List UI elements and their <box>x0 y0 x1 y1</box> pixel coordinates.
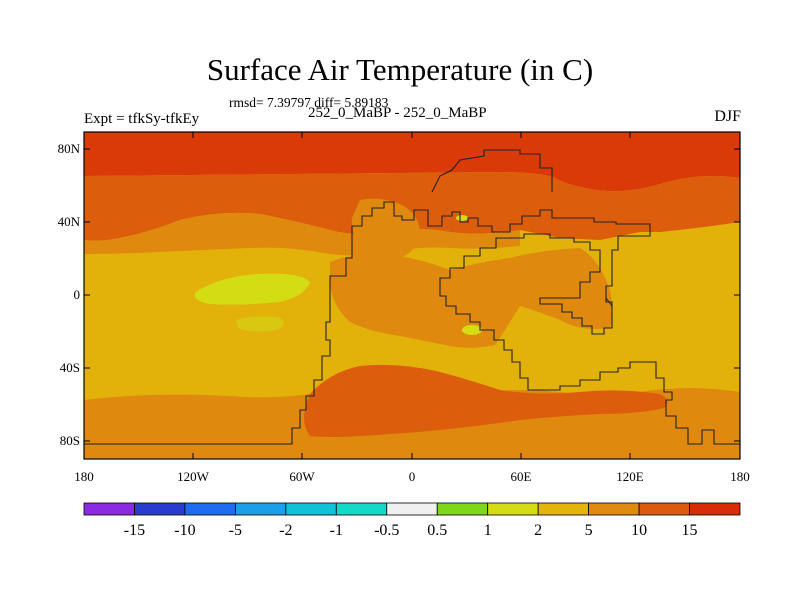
colorbar-label: 0.5 <box>427 522 447 539</box>
latitude-axis <box>84 148 740 442</box>
colorbar-swatch <box>537 502 590 516</box>
colorbar-label: -1 <box>330 522 343 539</box>
lon-tick-label: 180 <box>730 469 750 484</box>
colorbar-swatch <box>83 502 135 516</box>
colorbar-swatch <box>285 502 337 516</box>
lon-tick-label: 60W <box>289 469 315 484</box>
season-label: DJF <box>714 108 741 125</box>
lat-tick-label: 80N <box>58 141 81 156</box>
colorbar-swatch <box>487 502 539 516</box>
colorbar-label: -15 <box>124 522 145 539</box>
lat-tick-label: 80S <box>60 433 80 448</box>
colorbar-label: 1 <box>484 522 492 539</box>
lat-tick-label: 40S <box>60 360 80 375</box>
lat-tick-label: 0 <box>74 287 81 302</box>
colorbar-swatch <box>436 502 489 516</box>
lat-tick-label: 40N <box>58 214 81 229</box>
lon-tick-label: 120W <box>177 469 210 484</box>
colorbar-swatch <box>638 502 690 516</box>
lon-tick-label: 180 <box>74 469 94 484</box>
colorbar-label: -2 <box>279 522 292 539</box>
longitude-axis <box>83 132 741 459</box>
colorbar-swatch <box>335 502 388 516</box>
colorbar-labels: -15 -10 -5 -2 -1 -0.5 0.5 1 2 5 10 15 <box>124 522 698 539</box>
continent-outline <box>84 201 740 445</box>
colorbar-swatch <box>689 502 741 516</box>
map-title: Surface Air Temperature (in C) <box>206 52 594 87</box>
colorbar-label: -0.5 <box>374 522 399 539</box>
lon-tick-label: 60E <box>511 469 532 484</box>
lon-tick-label: 120E <box>616 469 644 484</box>
colorbar-label: 10 <box>631 522 647 539</box>
colorbar-label: -10 <box>174 522 195 539</box>
colorbar <box>83 502 741 516</box>
lon-tick-label: 0 <box>409 469 416 484</box>
colorbar-swatch <box>184 502 236 516</box>
colorbar-label: 2 <box>534 522 542 539</box>
colorbar-swatch <box>588 502 640 516</box>
colorbar-swatch <box>386 502 438 516</box>
experiment-label: Expt = tfkSy-tfkEy <box>84 111 200 127</box>
colorbar-label: -5 <box>229 522 242 539</box>
temperature-field <box>84 132 740 459</box>
stats-label: rmsd= 7.39797 diff= 5.89183 <box>229 95 389 110</box>
period-label: 252_0_MaBP - 252_0_MaBP <box>308 105 487 121</box>
northern-coastline <box>431 149 553 193</box>
colorbar-label: 5 <box>585 522 593 539</box>
colorbar-swatch <box>134 502 186 516</box>
colorbar-swatch <box>234 502 287 516</box>
colorbar-label: 15 <box>682 522 698 539</box>
